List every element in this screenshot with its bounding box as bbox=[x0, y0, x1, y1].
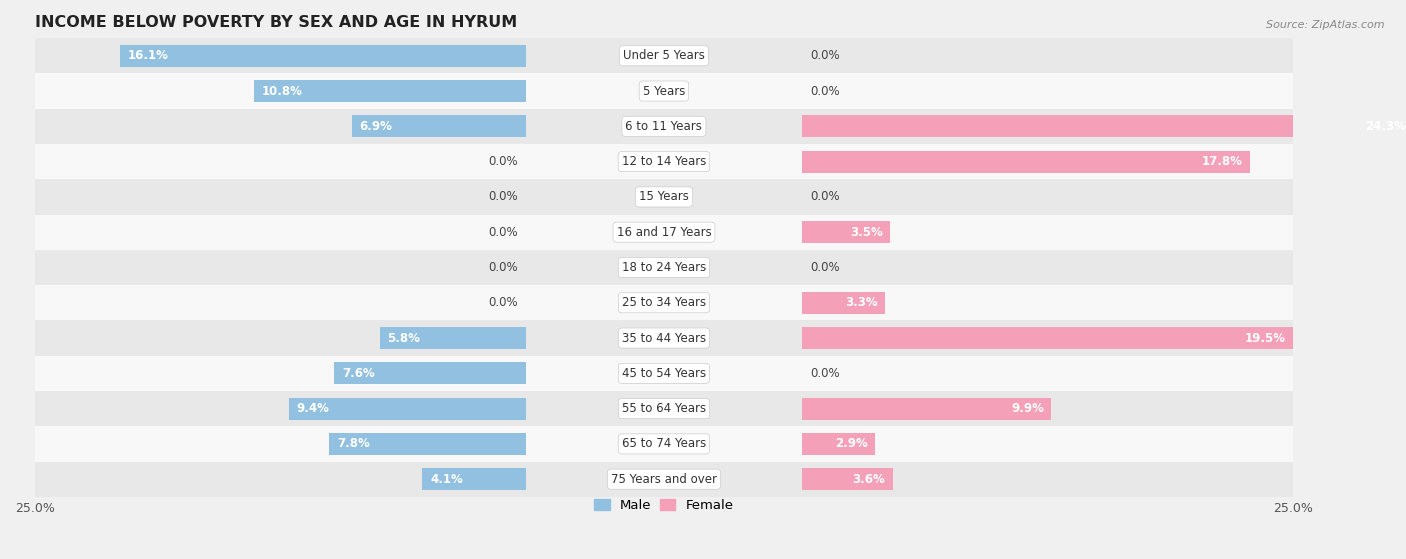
Bar bbox=[35, 179, 1294, 215]
Text: 2.9%: 2.9% bbox=[835, 437, 868, 451]
Bar bbox=[803, 221, 890, 243]
Text: 0.0%: 0.0% bbox=[488, 226, 517, 239]
Text: 9.9%: 9.9% bbox=[1011, 402, 1043, 415]
Bar bbox=[35, 108, 1294, 144]
Bar bbox=[35, 356, 1294, 391]
Text: 6 to 11 Years: 6 to 11 Years bbox=[626, 120, 703, 133]
Bar bbox=[803, 151, 1250, 173]
Text: 5 Years: 5 Years bbox=[643, 84, 685, 97]
Bar bbox=[803, 433, 876, 455]
Text: 19.5%: 19.5% bbox=[1244, 331, 1285, 344]
Bar bbox=[352, 115, 526, 138]
Bar bbox=[380, 327, 526, 349]
Text: 75 Years and over: 75 Years and over bbox=[612, 473, 717, 486]
Text: 7.6%: 7.6% bbox=[342, 367, 374, 380]
Text: 0.0%: 0.0% bbox=[488, 261, 517, 274]
Text: 24.3%: 24.3% bbox=[1365, 120, 1406, 133]
Bar bbox=[803, 115, 1406, 138]
Bar bbox=[35, 391, 1294, 427]
Bar bbox=[422, 468, 526, 490]
Bar bbox=[35, 215, 1294, 250]
Text: Under 5 Years: Under 5 Years bbox=[623, 49, 704, 62]
Text: 55 to 64 Years: 55 to 64 Years bbox=[621, 402, 706, 415]
Text: 45 to 54 Years: 45 to 54 Years bbox=[621, 367, 706, 380]
Bar bbox=[35, 73, 1294, 108]
Text: 12 to 14 Years: 12 to 14 Years bbox=[621, 155, 706, 168]
Text: 0.0%: 0.0% bbox=[810, 49, 839, 62]
Bar bbox=[335, 362, 526, 384]
Text: 0.0%: 0.0% bbox=[488, 155, 517, 168]
Bar bbox=[35, 144, 1294, 179]
Text: 16.1%: 16.1% bbox=[128, 49, 169, 62]
Text: 0.0%: 0.0% bbox=[810, 84, 839, 97]
Bar bbox=[290, 397, 526, 420]
Text: 3.6%: 3.6% bbox=[852, 473, 886, 486]
Bar bbox=[35, 320, 1294, 356]
Text: 7.8%: 7.8% bbox=[337, 437, 370, 451]
Bar bbox=[803, 468, 893, 490]
Text: 9.4%: 9.4% bbox=[297, 402, 329, 415]
Text: 3.5%: 3.5% bbox=[851, 226, 883, 239]
Bar bbox=[35, 427, 1294, 462]
Text: 16 and 17 Years: 16 and 17 Years bbox=[617, 226, 711, 239]
Text: 10.8%: 10.8% bbox=[262, 84, 302, 97]
Text: 25 to 34 Years: 25 to 34 Years bbox=[621, 296, 706, 309]
Text: 0.0%: 0.0% bbox=[810, 261, 839, 274]
Bar bbox=[35, 38, 1294, 73]
Text: 6.9%: 6.9% bbox=[360, 120, 392, 133]
Text: 18 to 24 Years: 18 to 24 Years bbox=[621, 261, 706, 274]
Bar bbox=[803, 292, 886, 314]
Text: 5.8%: 5.8% bbox=[387, 331, 420, 344]
Text: Source: ZipAtlas.com: Source: ZipAtlas.com bbox=[1267, 20, 1385, 30]
Bar bbox=[254, 80, 526, 102]
Bar bbox=[35, 285, 1294, 320]
Bar bbox=[121, 45, 526, 67]
Text: 3.3%: 3.3% bbox=[845, 296, 877, 309]
Bar bbox=[329, 433, 526, 455]
Bar bbox=[803, 397, 1052, 420]
Text: 4.1%: 4.1% bbox=[430, 473, 463, 486]
Legend: Male, Female: Male, Female bbox=[589, 494, 740, 518]
Text: 0.0%: 0.0% bbox=[488, 191, 517, 203]
Text: 35 to 44 Years: 35 to 44 Years bbox=[621, 331, 706, 344]
Text: 65 to 74 Years: 65 to 74 Years bbox=[621, 437, 706, 451]
Bar bbox=[803, 327, 1294, 349]
Text: 15 Years: 15 Years bbox=[638, 191, 689, 203]
Text: 0.0%: 0.0% bbox=[810, 367, 839, 380]
Text: 0.0%: 0.0% bbox=[488, 296, 517, 309]
Text: 0.0%: 0.0% bbox=[810, 191, 839, 203]
Text: INCOME BELOW POVERTY BY SEX AND AGE IN HYRUM: INCOME BELOW POVERTY BY SEX AND AGE IN H… bbox=[35, 15, 517, 30]
Bar bbox=[35, 462, 1294, 497]
Bar bbox=[35, 250, 1294, 285]
Text: 17.8%: 17.8% bbox=[1202, 155, 1243, 168]
